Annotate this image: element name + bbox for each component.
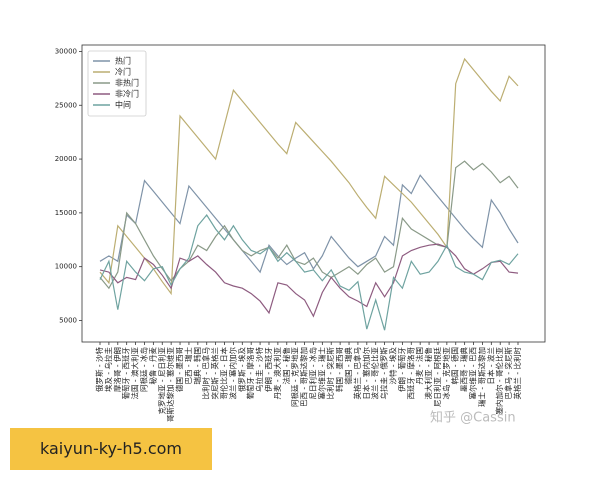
series-line	[99, 57, 519, 296]
x-tick-label: 巴西 - 瑞士	[183, 347, 193, 385]
x-tick-label: 波兰 - 哥伦比亚	[370, 347, 380, 400]
x-tick-label: 阿根廷 - 冰岛	[138, 347, 148, 392]
x-tick-label: 丹麦 - 法国	[414, 347, 424, 384]
x-tick-label: 俄罗斯 - 埃及	[236, 347, 246, 392]
x-tick-label: 秘鲁 - 丹麦	[147, 347, 157, 385]
x-tick-label: 冰岛 - 克罗地亚	[441, 347, 451, 400]
x-tick-label: 尼日利亚 - 冰岛	[307, 347, 317, 399]
series-line	[99, 213, 519, 331]
x-tick-label: 德国 - 瑞典	[343, 347, 353, 385]
x-tick-label: 瑞士 - 哥斯达黎加	[476, 347, 486, 407]
x-tick-label: 塞尔维亚 - 巴西	[468, 347, 478, 400]
x-tick-label: 伊朗 - 西班牙	[263, 347, 273, 392]
x-tick-label: 墨西哥 - 瑞典	[459, 347, 469, 392]
x-tick-label: 沙特 - 埃及	[387, 347, 397, 385]
x-tick-label: 英格兰 - 比利时	[512, 347, 522, 400]
legend-label: 热门	[115, 56, 131, 66]
x-tick-label: 比利时 - 突尼斯	[325, 347, 335, 400]
x-tick-label: 澳大利亚 - 秘鲁	[423, 347, 433, 399]
legend-box	[87, 50, 147, 117]
x-tick-label: 摩洛哥 - 伊朗	[112, 347, 122, 392]
legend-label: 非冷门	[115, 89, 139, 99]
x-tick-label: 德国 - 墨西哥	[174, 347, 184, 392]
caption: kaiyun-ky-h5.com	[10, 428, 212, 470]
x-tick-label: 尼日利亚 - 阿根廷	[432, 347, 442, 407]
x-tick-label: 乌拉圭 - 沙特	[254, 347, 264, 392]
y-tick-label: 25000	[55, 101, 77, 109]
x-tick-label: 塞内加尔 - 哥伦比亚	[494, 347, 504, 415]
y-tick-label: 20000	[55, 155, 77, 163]
x-tick-label: 阿根廷 - 克罗地亚	[290, 347, 300, 407]
x-tick-label: 法国 - 澳大利亚	[130, 347, 140, 400]
y-tick-label: 5000	[59, 316, 77, 324]
x-tick-label: 乌拉圭 - 俄罗斯	[379, 347, 389, 400]
x-tick-label: 日本 - 塞内加尔	[361, 347, 371, 400]
x-tick-label: 俄罗斯 - 沙特	[94, 347, 104, 392]
series-line	[99, 160, 519, 290]
x-tick-label: 韩国 - 德国	[450, 347, 460, 384]
legend-label: 中间	[115, 100, 131, 110]
x-tick-label: 突尼斯 - 英格兰	[210, 347, 220, 400]
series-line	[99, 174, 519, 274]
x-tick-label: 波兰 - 塞内加尔	[227, 347, 237, 400]
legend-label: 非热门	[115, 78, 139, 88]
y-tick-label: 10000	[55, 263, 77, 271]
x-tick-label: 埃及 - 乌拉圭	[103, 347, 113, 392]
x-tick-label: 英格兰 - 巴拿马	[352, 347, 362, 399]
x-tick-label: 克罗地亚 - 尼日利亚	[156, 347, 166, 415]
plot-frame	[81, 44, 546, 343]
x-tick-label: 巴拿马 - 突尼斯	[503, 347, 513, 400]
x-tick-label: 巴西 - 哥斯达黎加	[299, 347, 309, 407]
watermark: 知乎 @Cassin	[430, 410, 516, 426]
legend-label: 冷门	[115, 67, 131, 77]
x-tick-label: 伊朗 - 葡萄牙	[396, 347, 406, 392]
x-tick-label: 哥斯达黎加 - 塞尔维亚	[165, 347, 175, 422]
x-tick-label: 丹麦 - 澳大利亚	[272, 347, 282, 400]
y-tick-label: 30000	[55, 47, 77, 55]
x-tick-label: 葡萄牙 - 西班牙	[121, 347, 131, 400]
y-tick-label: 15000	[55, 209, 77, 217]
x-tick-label: 韩国 - 墨西哥	[334, 347, 344, 392]
x-tick-label: 塞尔维亚 - 瑞士	[316, 347, 326, 400]
x-tick-label: 西班牙 - 摩洛哥	[405, 347, 415, 400]
x-tick-label: 瑞典 - 韩国	[192, 347, 202, 384]
series-line	[99, 243, 519, 318]
x-tick-label: 法国 - 秘鲁	[281, 347, 291, 384]
x-tick-label: 哥伦比亚 - 日本	[219, 347, 229, 400]
x-tick-label: 比利时 - 巴拿马	[201, 347, 211, 399]
x-tick-label: 日本 - 波兰	[485, 347, 495, 385]
x-tick-label: 葡萄牙 - 摩洛哥	[245, 347, 255, 400]
